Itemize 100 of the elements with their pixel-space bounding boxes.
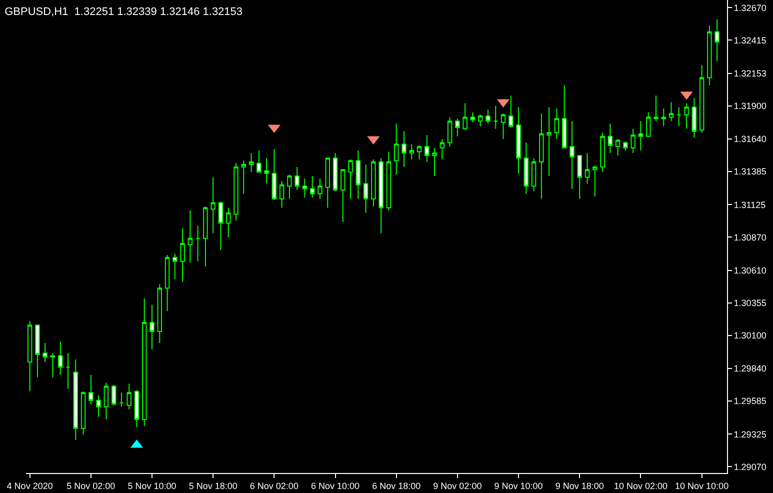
candlestick xyxy=(226,207,231,238)
candlestick xyxy=(371,158,376,208)
candlestick xyxy=(462,102,468,131)
candlestick xyxy=(600,132,605,173)
candlestick xyxy=(402,130,406,168)
candlestick xyxy=(27,320,32,392)
candlestick xyxy=(104,382,109,420)
y-tick-label: 1.29070 xyxy=(734,462,766,472)
y-tick-label: 1.31900 xyxy=(734,100,766,111)
candlestick xyxy=(478,114,483,127)
x-tick-label: 6 Nov 02:00 xyxy=(250,480,298,491)
candlestick xyxy=(584,152,590,184)
candlestick xyxy=(684,102,689,130)
y-tick-label: 1.29585 xyxy=(734,396,766,406)
x-tick-label: 10 Nov 10:00 xyxy=(675,480,729,491)
x-tick-label: 6 Nov 10:00 xyxy=(310,480,360,491)
candlestick xyxy=(615,138,620,156)
candlestick xyxy=(432,147,437,176)
y-tick-label: 1.30100 xyxy=(734,330,766,340)
candlestick xyxy=(234,162,238,222)
candlestick xyxy=(310,175,315,198)
candlestick xyxy=(646,112,651,137)
candlestick xyxy=(73,359,78,440)
candlestick xyxy=(508,95,514,128)
candlestick xyxy=(386,151,392,211)
candlestick xyxy=(486,109,490,124)
y-tick-label: 1.29840 xyxy=(734,364,766,374)
y-tick-label: 1.31640 xyxy=(734,134,766,144)
candlestick xyxy=(356,150,361,200)
candlestick xyxy=(218,200,224,250)
candlestick xyxy=(264,158,269,184)
candlestick xyxy=(692,98,697,138)
candlestick xyxy=(668,101,674,122)
candlestick xyxy=(294,166,300,190)
candlestick xyxy=(676,106,682,127)
candlestick xyxy=(546,106,552,176)
candlestick xyxy=(363,164,368,214)
candlestick xyxy=(80,390,86,436)
candlestick xyxy=(332,152,338,192)
candlestick xyxy=(714,18,720,62)
candlestick xyxy=(516,106,521,174)
candlestick xyxy=(142,298,147,426)
candlestick xyxy=(531,158,536,192)
candlestick xyxy=(424,134,430,162)
candlestick xyxy=(661,108,666,127)
candlestick xyxy=(248,152,254,173)
y-tick-label: 1.31125 xyxy=(734,200,766,210)
x-tick-label: 9 Nov 02:00 xyxy=(433,480,482,491)
candlestick xyxy=(340,169,346,222)
candlestick xyxy=(256,150,262,173)
candlestick xyxy=(592,165,598,197)
candlestick xyxy=(302,178,308,198)
candlestick xyxy=(50,352,56,378)
candlestick xyxy=(42,342,48,363)
candlestick xyxy=(241,160,246,194)
candlestick xyxy=(699,64,704,134)
candlestick xyxy=(164,254,170,312)
candlestick xyxy=(416,144,422,160)
y-tick-label: 1.30355 xyxy=(734,298,766,308)
candlestick xyxy=(562,84,567,148)
candlestick xyxy=(195,225,200,262)
candlestick xyxy=(318,178,322,200)
y-tick-label: 1.32415 xyxy=(734,35,766,46)
y-tick-label: 1.31385 xyxy=(734,166,766,177)
candlestick xyxy=(378,158,384,234)
candlestick xyxy=(394,123,399,176)
candlestick xyxy=(96,394,101,418)
candlestick xyxy=(707,25,712,86)
candlestick xyxy=(570,120,574,190)
y-tick-label: 1.30870 xyxy=(734,232,766,242)
candlestick xyxy=(279,180,284,208)
candlestick xyxy=(157,284,162,344)
candlestick xyxy=(440,138,445,160)
candlestick xyxy=(66,352,70,390)
candlestick xyxy=(409,144,414,160)
candlestick xyxy=(447,116,452,148)
x-tick-label: 6 Nov 18:00 xyxy=(372,480,421,491)
x-tick-label: 10 Nov 02:00 xyxy=(614,480,668,491)
candlestick xyxy=(58,341,63,376)
candlestick xyxy=(638,120,644,151)
x-tick-label: 9 Nov 18:00 xyxy=(555,480,604,491)
candlestick xyxy=(203,206,208,267)
candlestick xyxy=(119,392,124,408)
candlestick xyxy=(524,142,529,194)
candlestick xyxy=(150,304,154,350)
y-tick-label: 1.32153 xyxy=(734,68,766,79)
candlestick xyxy=(188,210,193,264)
candlestick xyxy=(608,123,613,154)
x-tick-label: 9 Nov 10:00 xyxy=(494,480,543,491)
y-tick-label: 1.29325 xyxy=(734,429,766,440)
candlestick xyxy=(88,374,94,405)
y-tick-label: 1.30610 xyxy=(734,265,766,276)
candlestick xyxy=(35,324,40,378)
candlestick xyxy=(287,174,292,200)
x-tick-label: 4 Nov 2020 xyxy=(6,480,53,491)
candlestick xyxy=(134,390,140,428)
candlestick xyxy=(172,253,178,280)
candlestick xyxy=(455,118,460,137)
candlestick xyxy=(500,112,506,140)
candlestick xyxy=(539,112,544,200)
